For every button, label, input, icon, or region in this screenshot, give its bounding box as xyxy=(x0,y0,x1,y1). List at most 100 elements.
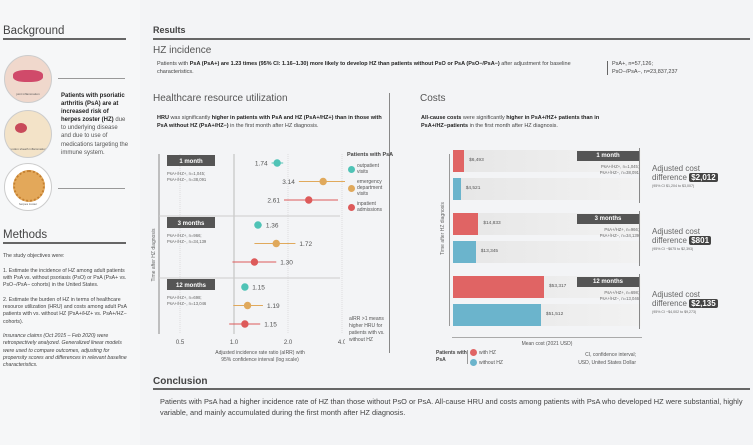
hz-incidence-heading: HZ incidence xyxy=(153,45,212,56)
legend-item: outpatient visits xyxy=(348,163,388,175)
bar-value-label: $14,833 xyxy=(483,221,501,226)
group-tag: 1 month xyxy=(577,151,639,161)
point-inpatient-admissions xyxy=(241,320,249,328)
bar-value-label: $51,512 xyxy=(545,312,564,317)
cost-difference: Adjusted cost difference $2,135 (95% CI −$… xyxy=(652,290,747,315)
value-label: 3.14 xyxy=(282,179,295,186)
x-tick-label: 1.0 xyxy=(230,340,239,346)
divider xyxy=(639,211,640,266)
value-label: 1.19 xyxy=(267,303,280,310)
group-n: PsA+/HZ+, n=1,045; xyxy=(600,164,639,169)
costs-legend-title: Patients with PsA xyxy=(436,350,468,364)
hru-forest-plot: 0.5 1.0 2.0 4.0 Time after HZ diagnosis Adjus… xyxy=(151,154,345,363)
divider xyxy=(58,78,125,79)
results-heading: Results xyxy=(153,25,186,35)
costs-x-label: Mean cost (2021 USD) xyxy=(521,341,573,347)
point-inpatient-admissions xyxy=(305,196,313,204)
group-n: PsA+/HZ+, n=698; xyxy=(604,290,639,295)
group-n: PsA+/HZ+, n=1,045; xyxy=(167,171,205,176)
group-tag xyxy=(167,279,215,290)
image-caption: tendon sheath inflammation xyxy=(9,147,47,151)
cost-difference: Adjusted cost difference $801 (95% CI −$67… xyxy=(652,227,747,252)
point-emergency-department-visits xyxy=(272,239,280,248)
hru-legend: outpatient visits emergency department vi… xyxy=(348,163,388,217)
legend-item: emergency department visits xyxy=(348,179,388,197)
group-n: PsA+/HZ−, n=38,091 xyxy=(599,170,639,175)
costs-text: All-cause costs were significantly highe… xyxy=(421,115,600,130)
hru-text: HRU was significantly higher in patients… xyxy=(157,115,382,130)
x-tick-label: 2.0 xyxy=(284,340,293,346)
divider xyxy=(58,188,125,189)
value-label: 1.15 xyxy=(252,285,265,292)
axis xyxy=(452,337,642,338)
group-label: 1 month xyxy=(179,159,203,165)
legend-dot-icon xyxy=(470,358,477,366)
legend-label: emergency department visits xyxy=(357,179,383,197)
methods-text: The study objectives were: 1. Estimate t… xyxy=(3,253,127,369)
diff-label: Adjusted cost xyxy=(652,227,701,236)
group-n: PsA+/HZ+, n=966; xyxy=(167,233,202,238)
group-n: PsA+/HZ−, n=34,139 xyxy=(167,239,207,244)
divider xyxy=(153,388,750,390)
x-axis-label: Adjusted incidence rate ratio (aIRR) wit… xyxy=(215,350,305,356)
divider xyxy=(639,274,640,329)
point-outpatient-visits xyxy=(241,283,249,291)
group-n: PsA+/HZ+, n=698; xyxy=(167,295,202,300)
cost-bar-chart: $6,493 $4,521 1 month PsA+/HZ+, n=1,045; PsA… xyxy=(450,148,750,330)
joint-inflammation-image: joint inflammation xyxy=(4,55,52,103)
x-tick-label: 0.5 xyxy=(176,340,185,346)
group-n: PsA+/HZ−, n=13,046 xyxy=(167,301,207,306)
legend-label: outpatient visits xyxy=(357,163,379,175)
value-label: 1.30 xyxy=(280,260,293,267)
point-inpatient-admissions xyxy=(250,258,259,266)
hru-heading: Healthcare resource utilization xyxy=(153,93,288,104)
legend-dot-icon xyxy=(348,203,355,211)
diff-label: difference $2,012 xyxy=(652,173,718,183)
divider xyxy=(389,93,390,353)
sidebar: Background joint inflammation tendon she… xyxy=(0,0,140,445)
group-label: 3 months xyxy=(178,221,205,227)
value-label: 1.36 xyxy=(266,223,279,230)
divider xyxy=(607,61,608,75)
group-tag xyxy=(167,155,215,166)
hru-note: aIRR >1 means higher HRU for patients wi… xyxy=(349,316,385,343)
cost-difference: Adjusted cost difference $2,012 (95% CI $1… xyxy=(652,164,747,189)
bar-track xyxy=(453,241,641,263)
conclusion-text: Patients with PsA had a higher incidence… xyxy=(160,397,743,418)
x-axis-label: 95% confidence interval (log scale) xyxy=(221,357,299,363)
diff-label: Adjusted cost xyxy=(652,290,701,299)
hru-legend-title: Patients with PsA xyxy=(347,152,394,158)
value-label: 1.72 xyxy=(299,241,312,248)
conclusion-heading: Conclusion xyxy=(153,376,208,387)
incidence-n: PsA+, n=57,126; PsO−/PsA−, n=23,837,237 xyxy=(612,61,678,76)
group-tag: 12 months xyxy=(577,277,639,287)
axis xyxy=(449,154,450,326)
image-caption: joint inflammation xyxy=(16,92,40,96)
diff-value: $2,012 xyxy=(689,173,718,183)
diff-ci: (95% CI −$4,002 to $9,273) xyxy=(652,310,697,315)
group-label: 12 months xyxy=(176,283,207,289)
bar-with-hz xyxy=(453,276,544,298)
diff-ci: (95% CI $1,204 to $3,007) xyxy=(652,184,695,189)
abbreviations: CI, confidence interval; USD, United Stat… xyxy=(578,352,636,366)
costs-legend: with HZ without HZ xyxy=(470,349,503,368)
group-n: PsA+/HZ−, n=13,046 xyxy=(599,296,639,301)
bar-with-hz xyxy=(453,213,479,235)
bar-without-hz xyxy=(453,241,476,263)
background-heading: Background xyxy=(3,25,126,40)
bar-value-label: $6,493 xyxy=(469,158,484,163)
legend-without-hz: without HZ xyxy=(470,358,503,369)
tendon-sheath-image: tendon sheath inflammation xyxy=(4,110,52,158)
incidence-text: Patients with PsA (PsA+) are 1.23 times … xyxy=(157,61,571,76)
legend-item: inpatient admissions xyxy=(348,201,388,213)
bar-value-label: $4,521 xyxy=(465,186,481,191)
divider xyxy=(153,38,750,40)
diff-ci: (95% CI −$675 to $2,393) xyxy=(652,247,694,252)
legend-dot-icon xyxy=(470,349,477,357)
point-outpatient-visits xyxy=(254,221,262,229)
point-emergency-department-visits xyxy=(243,301,252,310)
image-caption: herpes zoster xyxy=(18,202,38,206)
bar-without-hz xyxy=(453,178,461,200)
point-outpatient-visits xyxy=(273,159,281,167)
value-label: 1.74 xyxy=(255,161,268,168)
